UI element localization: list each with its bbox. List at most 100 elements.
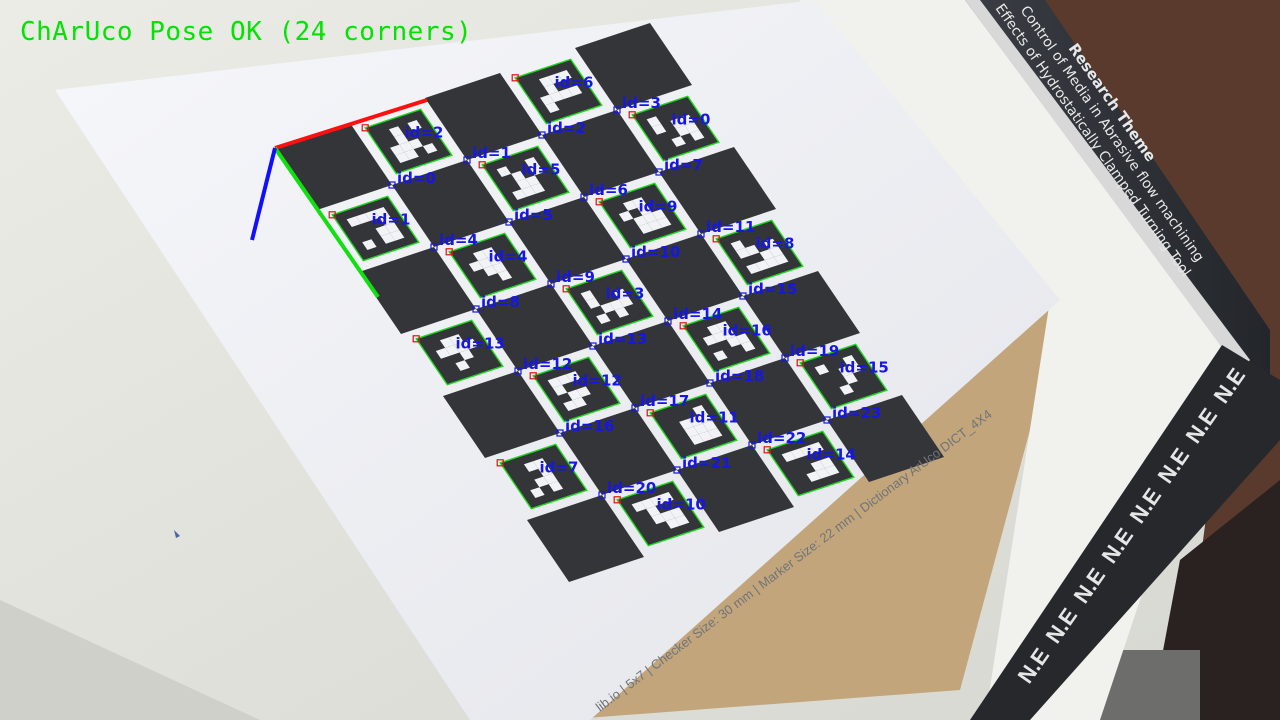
- board-black-square: [575, 23, 692, 110]
- marker-id-label: id=15: [840, 359, 889, 377]
- marker-outline: [331, 195, 420, 262]
- corner-id-label: id=12: [523, 355, 572, 373]
- marker-outline: [364, 108, 453, 175]
- corner-id-label: id=1: [472, 144, 511, 162]
- marker-outline: [448, 232, 537, 299]
- marker-first-corner: [646, 409, 654, 417]
- charuco-corner: [748, 441, 756, 449]
- marker-id-label: id=4: [489, 248, 528, 266]
- desk-ink-mark: [174, 530, 180, 538]
- aruco-marker: [617, 481, 704, 546]
- aruco-marker: [332, 196, 419, 261]
- board-black-square: [542, 110, 659, 197]
- aruco-marker: [482, 146, 569, 211]
- charuco-corner: [697, 230, 705, 238]
- marker-first-corner: [679, 322, 687, 330]
- ruler-strip: N.EN.EN.EN.EN.EN.EN.EN.E: [970, 345, 1280, 720]
- corner-id-label: id=9: [556, 268, 595, 286]
- corner-id-label: id=11: [706, 218, 755, 236]
- board-black-square: [593, 321, 710, 408]
- charuco-corner: [430, 243, 438, 251]
- corner-id-label: id=14: [673, 305, 722, 323]
- marker-id-label: id=16: [723, 322, 772, 340]
- marker-id-label: id=3: [606, 285, 645, 303]
- marker-id-label: id=11: [690, 409, 739, 427]
- corner-id-label: id=13: [598, 330, 647, 348]
- marker-first-corner: [478, 161, 486, 169]
- marker-id-label: id=6: [555, 74, 594, 92]
- corner-id-label: id=16: [565, 417, 614, 435]
- charuco-corner: [823, 416, 831, 424]
- charuco-corner: [739, 292, 747, 300]
- marker-first-corner: [445, 248, 453, 256]
- board-black-square: [425, 73, 542, 160]
- charuco-corner: [463, 156, 471, 164]
- board-black-square: [743, 271, 860, 358]
- corner-id-label: id=20: [607, 479, 656, 497]
- corner-id-label: id=23: [832, 404, 881, 422]
- corner-id-label: id=2: [547, 119, 586, 137]
- marker-outline: [532, 356, 621, 423]
- board-black-square: [827, 395, 944, 482]
- marker-first-corner: [595, 198, 603, 206]
- marker-outline: [415, 319, 504, 386]
- marker-id-label: id=13: [456, 335, 505, 353]
- corner-id-label: id=6: [589, 181, 628, 199]
- marker-first-corner: [511, 74, 519, 82]
- charuco-corner: [631, 404, 639, 412]
- marker-outline: [514, 58, 603, 125]
- aruco-marker: [716, 220, 803, 285]
- charuco-corner: [664, 317, 672, 325]
- marker-outline: [715, 219, 804, 286]
- marker-first-corner: [796, 359, 804, 367]
- corner-id-label: id=5: [514, 206, 553, 224]
- marker-id-label: id=7: [540, 459, 579, 477]
- board-black-square: [359, 247, 476, 334]
- marker-outline: [682, 306, 771, 373]
- corner-id-label: id=0: [397, 169, 436, 187]
- marker-first-corner: [412, 335, 420, 343]
- board-black-square: [509, 197, 626, 284]
- board-black-square: [560, 408, 677, 495]
- board-black-square: [626, 234, 743, 321]
- corner-id-label: id=19: [790, 342, 839, 360]
- marker-id-label: id=14: [807, 446, 856, 464]
- marker-first-corner: [361, 124, 369, 132]
- charuco-corner: [556, 429, 564, 437]
- marker-id-label: id=12: [573, 372, 622, 390]
- charuco-corner: [706, 379, 714, 387]
- charuco-board: [275, 23, 944, 582]
- corner-id-label: id=4: [439, 231, 478, 249]
- marker-first-corner: [529, 372, 537, 380]
- marker-outline: [598, 182, 687, 249]
- aruco-marker: [449, 233, 536, 298]
- board-black-square: [710, 358, 827, 445]
- aruco-marker: [683, 307, 770, 372]
- marker-outline: [616, 480, 705, 547]
- charuco-corner: [505, 218, 513, 226]
- charuco-corner: [388, 181, 396, 189]
- marker-first-corner: [628, 111, 636, 119]
- charuco-corner: [472, 305, 480, 313]
- marker-outline: [481, 145, 570, 212]
- corner-id-label: id=8: [481, 293, 520, 311]
- board-black-square: [659, 147, 776, 234]
- charuco-corner: [781, 354, 789, 362]
- marker-id-label: id=1: [372, 211, 411, 229]
- charuco-corner: [589, 342, 597, 350]
- charuco-corner: [580, 193, 588, 201]
- board-black-square: [527, 495, 644, 582]
- corner-id-label: id=17: [640, 392, 689, 410]
- aruco-marker: [515, 59, 602, 124]
- marker-outline: [565, 269, 654, 336]
- aruco-marker: [566, 270, 653, 335]
- marker-id-label: id=0: [672, 111, 711, 129]
- corner-id-label: id=18: [715, 367, 764, 385]
- axis-y: [273, 146, 380, 299]
- marker-id-label: id=10: [657, 496, 706, 514]
- marker-id-label: id=2: [405, 124, 444, 142]
- desk-shadow: [0, 600, 260, 720]
- board-black-square: [392, 160, 509, 247]
- marker-outline: [499, 443, 588, 510]
